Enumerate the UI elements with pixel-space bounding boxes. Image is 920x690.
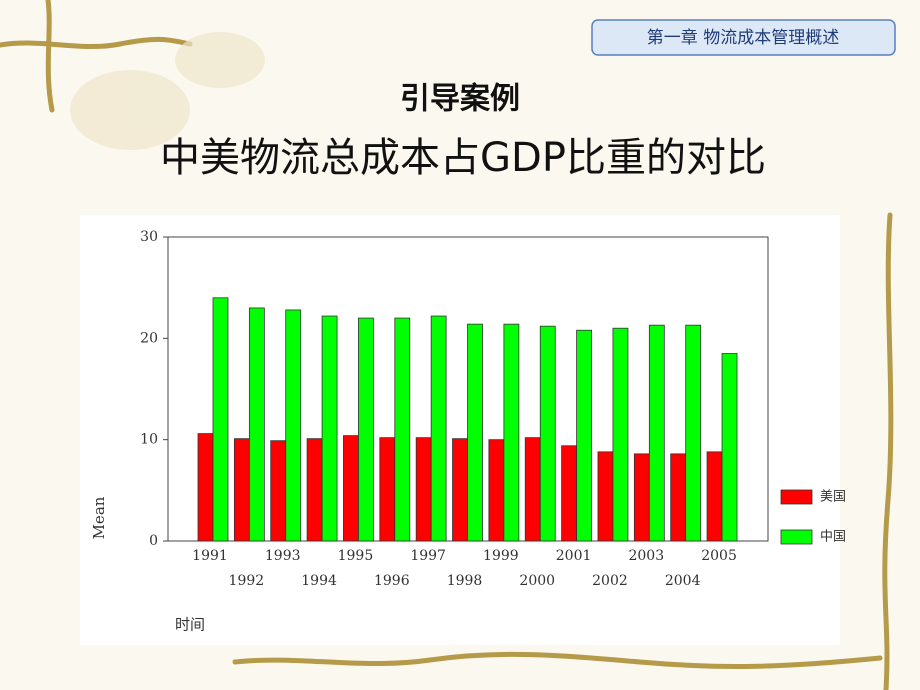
bar bbox=[524, 437, 541, 542]
bar bbox=[706, 451, 723, 542]
bar bbox=[467, 323, 483, 542]
bar bbox=[648, 324, 665, 542]
bar bbox=[503, 323, 520, 542]
bar bbox=[430, 315, 447, 542]
bar bbox=[343, 435, 359, 542]
x-tick-label: 2001 bbox=[556, 548, 592, 564]
bar bbox=[452, 438, 468, 542]
legend-label: 美国 bbox=[820, 490, 846, 505]
slide-title: 中美物流总成本占GDP比重的对比 bbox=[160, 135, 766, 181]
bar bbox=[539, 325, 556, 542]
bar bbox=[306, 438, 323, 542]
vine-decoration bbox=[0, 0, 894, 690]
bar bbox=[561, 445, 577, 542]
x-tick-label: 1991 bbox=[192, 548, 228, 564]
bar bbox=[270, 440, 287, 542]
x-tick-label: 2005 bbox=[701, 548, 737, 564]
x-tick-label: 2002 bbox=[592, 573, 628, 589]
bar bbox=[597, 451, 614, 542]
x-tick-label: 2004 bbox=[665, 573, 701, 589]
y-tick-label: 30 bbox=[140, 229, 158, 245]
x-tick-label: 1995 bbox=[338, 548, 374, 564]
x-tick-label: 1997 bbox=[410, 548, 446, 564]
bar bbox=[685, 324, 702, 542]
x-tick-label: 1993 bbox=[265, 548, 301, 564]
bar bbox=[248, 307, 265, 542]
bar bbox=[358, 317, 374, 542]
bar bbox=[233, 438, 250, 542]
bar bbox=[633, 453, 650, 542]
chapter-tag-box bbox=[591, 19, 896, 56]
x-axis-title: 时间 bbox=[175, 616, 205, 634]
x-tick-label: 1999 bbox=[483, 548, 519, 564]
bar bbox=[197, 433, 214, 542]
bar bbox=[488, 439, 505, 542]
legend-swatch bbox=[780, 489, 813, 505]
y-axis-title: Mean bbox=[90, 496, 108, 539]
x-tick-label: 2000 bbox=[519, 573, 555, 589]
bar bbox=[415, 437, 432, 542]
y-tick-label: 10 bbox=[140, 432, 158, 448]
bar bbox=[285, 309, 302, 542]
y-tick-label: 0 bbox=[149, 533, 158, 549]
bar bbox=[612, 327, 629, 542]
bar bbox=[394, 317, 411, 542]
x-tick-label: 1994 bbox=[301, 573, 337, 589]
legend-swatch bbox=[780, 529, 813, 545]
bar bbox=[379, 437, 396, 542]
leaf-decoration bbox=[70, 32, 265, 150]
x-tick-label: 1996 bbox=[374, 573, 410, 589]
bar bbox=[670, 453, 687, 542]
heading: 引导案例 bbox=[400, 82, 520, 117]
x-tick-label: 1998 bbox=[447, 573, 483, 589]
x-tick-label: 2003 bbox=[628, 548, 664, 564]
chapter-tag: 第一章 物流成本管理概述 bbox=[647, 28, 839, 48]
bar bbox=[212, 297, 229, 542]
x-tick-label: 1992 bbox=[229, 573, 265, 589]
y-tick-label: 20 bbox=[140, 330, 158, 346]
bar bbox=[321, 315, 338, 542]
bar bbox=[576, 329, 592, 542]
legend-label: 中国 bbox=[820, 530, 846, 545]
chart-background bbox=[80, 215, 840, 645]
bar bbox=[721, 353, 738, 542]
